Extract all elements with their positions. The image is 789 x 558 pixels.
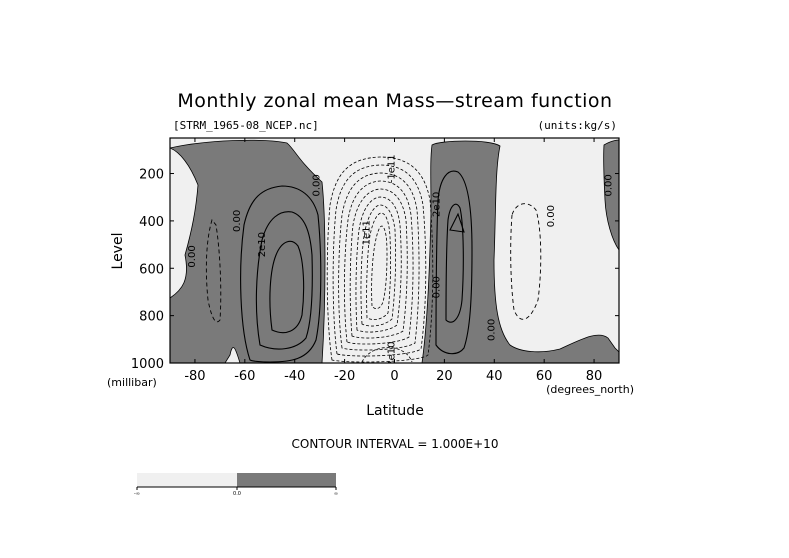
units-label: (units:kg/s) [538, 119, 617, 132]
contour-interval-note: CONTOUR INTERVAL = 1.000E+10 [292, 437, 499, 451]
x-tick-label: 40 [486, 369, 503, 384]
x-tick-label: 0 [390, 369, 398, 384]
contour-labels: 0.00 0.00 2e10 0.00 1e11 -1e11 2e10 0.00 -2e10 0.… [187, 154, 615, 370]
colorbar-label-mid: 0.0 [233, 491, 241, 497]
contour-label: 0.00 [232, 210, 243, 232]
x-axis: -80 -60 -40 -20 0 20 40 60 80 [184, 138, 602, 384]
contour-label: 0.00 [486, 319, 497, 341]
y-tick-label: 600 [139, 262, 164, 277]
x-axis-label: Latitude [366, 403, 424, 419]
x-tick-label: 60 [536, 369, 553, 384]
x-tick-label: -20 [334, 369, 355, 384]
contour-sh-3e10 [269, 240, 305, 334]
y-tick-label: 400 [139, 215, 164, 230]
contour-label: -2e10 [387, 341, 398, 370]
chart-title: Monthly zonal mean Mass—stream function [177, 90, 612, 112]
contour-sh-1e10 [240, 185, 322, 363]
x-tick-label: -40 [284, 369, 305, 384]
contour-label: 2e10 [257, 232, 268, 257]
contour-label: -1e11 [387, 154, 398, 183]
plot-area: 0.00 0.00 2e10 0.00 1e11 -1e11 2e10 0.00 -2e10 0.… [170, 138, 619, 370]
positive-regions [170, 139, 619, 363]
y-tick-label: 1000 [131, 357, 164, 372]
x-tick-label: -60 [234, 369, 255, 384]
contour-label: 0.00 [546, 205, 557, 227]
contour-label: 0.00 [312, 174, 323, 196]
colorbar-label-low: -∞ [134, 491, 140, 497]
colorbar: -∞ 0.0 ∞ [134, 473, 338, 497]
x-tick-label: 80 [586, 369, 603, 384]
y-axis: 200 400 600 800 1000 [131, 168, 619, 372]
contour-sh-neg-1e10 [205, 219, 222, 323]
contour-label: 0.00 [604, 174, 615, 196]
x-unit-label: (degrees_north) [546, 383, 634, 396]
y-tick-label: 200 [139, 168, 164, 183]
y-tick-label: 800 [139, 310, 164, 325]
contour-nh-2e10 [445, 203, 464, 323]
contour-nh-3e10 [449, 212, 465, 233]
file-label: [STRM_1965-08_NCEP.nc] [173, 119, 319, 132]
tropical-negative-cell [326, 156, 434, 363]
y-axis-label: Level [110, 233, 126, 270]
colorbar-negative-swatch [137, 473, 237, 487]
colorbar-label-high: ∞ [334, 491, 338, 497]
contour-label: 2e10 [431, 192, 442, 217]
contour-label: 1e11 [362, 220, 373, 245]
solid-contours [240, 170, 473, 363]
colorbar-positive-swatch [237, 473, 336, 487]
contour-label: 0.00 [431, 276, 442, 298]
contour-nh-1e10 [435, 170, 473, 355]
x-tick-label: 20 [436, 369, 453, 384]
nh-positive-cell [421, 140, 619, 363]
nh-edge-positive-cell [603, 139, 619, 251]
contour-nh-neg-1e10 [510, 203, 542, 320]
x-tick-label: -80 [184, 369, 205, 384]
y-unit-label: (millibar) [107, 376, 157, 389]
sh-positive-cell [170, 139, 326, 363]
dashed-contours [205, 203, 542, 323]
contour-label: 0.00 [187, 245, 198, 267]
contour-sh-2e10 [255, 211, 313, 350]
